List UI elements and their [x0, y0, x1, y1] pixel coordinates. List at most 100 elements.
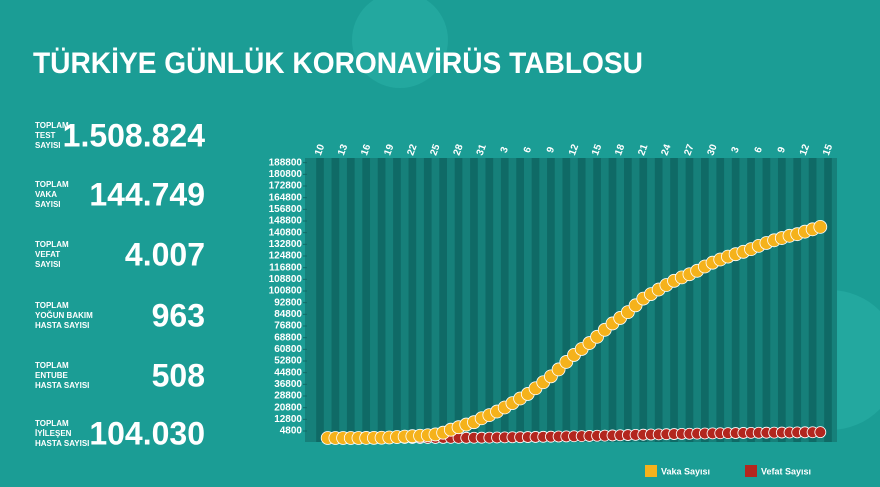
stat-value: 508	[152, 357, 205, 393]
y-tick-label: 132800	[269, 239, 303, 250]
stat-label: İYİLEŞEN	[35, 429, 72, 438]
y-tick-label: 60800	[274, 344, 302, 355]
virus-decor	[352, 0, 448, 88]
stat-label: TOPLAM	[35, 121, 69, 130]
y-tick-label: 148800	[269, 216, 303, 227]
x-tick-label: 16	[359, 143, 373, 158]
y-tick-label: 180800	[269, 169, 303, 180]
x-tick-label: 12	[567, 143, 581, 158]
stripe	[562, 158, 571, 442]
stripe	[762, 158, 771, 442]
stripe	[470, 158, 478, 442]
stripe	[624, 158, 632, 442]
legend-swatch	[745, 465, 757, 477]
stripe	[516, 158, 524, 442]
stripe	[331, 158, 340, 442]
legend-swatch	[645, 465, 657, 477]
stat-label: ENTUBE	[35, 371, 69, 380]
stripe	[793, 158, 802, 442]
stat-label: TOPLAM	[35, 240, 69, 249]
y-tick-label: 156800	[269, 204, 303, 215]
legend-label: Vefat Sayısı	[761, 466, 811, 476]
stripe	[485, 158, 494, 442]
stripe	[316, 158, 324, 442]
y-tick-label: 116800	[269, 262, 302, 273]
x-tick-label: 25	[429, 143, 443, 158]
x-tick-label: 9	[545, 145, 557, 154]
stripe	[685, 158, 694, 442]
stat-label: SAYISI	[35, 200, 61, 209]
stripe	[608, 158, 617, 442]
stat-value: 963	[152, 297, 205, 333]
stripe	[716, 158, 725, 442]
stripe	[408, 158, 417, 442]
stripe	[824, 158, 832, 442]
stat-value: 4.007	[125, 236, 205, 272]
stripe	[747, 158, 755, 442]
legend-label: Vaka Sayısı	[661, 466, 710, 476]
stripe	[393, 158, 401, 442]
stat-value: 1.508.824	[63, 117, 206, 153]
stripe	[777, 158, 786, 442]
y-tick-label: 164800	[269, 192, 303, 203]
x-tick-label: 24	[659, 143, 673, 158]
stripe	[654, 158, 663, 442]
stripe	[577, 158, 586, 442]
stripe	[593, 158, 601, 442]
stat-label: TOPLAM	[35, 301, 69, 310]
stripe	[454, 158, 463, 442]
y-tick-label: 188800	[269, 157, 303, 168]
y-tick-label: 44800	[274, 367, 302, 378]
x-tick-label: 6	[522, 145, 534, 154]
y-tick-label: 68800	[274, 332, 302, 343]
stat-label: HASTA SAYISI	[35, 321, 89, 330]
stripes	[316, 158, 832, 442]
x-tick-label: 6	[753, 145, 765, 154]
plot: 4800128002080028800368004480052800608006…	[269, 143, 835, 477]
y-tick-label: 20800	[274, 402, 302, 413]
stripe	[701, 158, 709, 442]
y-tick-label: 12800	[274, 414, 302, 425]
title: TÜRKİYE GÜNLÜK KORONAVİRÜS TABLOSU	[33, 47, 643, 80]
x-tick-label: 15	[821, 143, 835, 158]
y-tick-label: 28800	[274, 391, 302, 402]
stat-label: VAKA	[35, 190, 57, 199]
y-tick-label: 52800	[274, 356, 302, 367]
y-tick-label: 84800	[274, 309, 302, 320]
stat-value: 104.030	[89, 415, 205, 451]
y-tick-label: 4800	[280, 426, 303, 437]
stat-label: HASTA SAYISI	[35, 439, 89, 448]
stat-label: SAYISI	[35, 260, 61, 269]
x-tick-label: 18	[613, 143, 627, 158]
stat-label: YOĞUN BAKIM	[35, 311, 93, 320]
x-tick-label: 3	[730, 145, 742, 154]
stripe	[423, 158, 432, 442]
stat-label: TOPLAM	[35, 361, 69, 370]
x-tick-label: 9	[776, 145, 788, 154]
stripe	[439, 158, 447, 442]
y-tick-label: 92800	[274, 297, 302, 308]
stripe	[377, 158, 386, 442]
stripe	[362, 158, 371, 442]
y-tick-label: 140800	[269, 227, 303, 238]
stat-label: HASTA SAYISI	[35, 381, 89, 390]
y-tick-label: 100800	[269, 286, 303, 297]
stripe	[500, 158, 509, 442]
stat-label: TEST	[35, 131, 56, 140]
y-tick-label: 108800	[269, 274, 303, 285]
x-tick-label: 15	[590, 143, 604, 158]
x-tick-label: 19	[382, 143, 396, 158]
stripe	[547, 158, 555, 442]
x-tick-label: 3	[499, 145, 511, 154]
y-tick-label: 124800	[269, 251, 303, 262]
y-tick-label: 76800	[274, 321, 302, 332]
x-tick-label: 10	[313, 143, 327, 158]
x-tick-label: 27	[683, 143, 697, 158]
x-tick-label: 21	[636, 143, 650, 158]
y-tick-label: 36800	[274, 379, 302, 390]
x-tick-label: 30	[706, 143, 720, 158]
point	[814, 426, 827, 439]
